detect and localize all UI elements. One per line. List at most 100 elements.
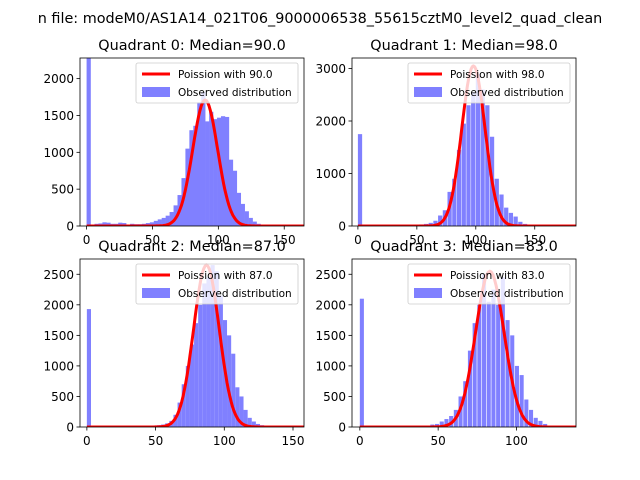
x-tick-label: 100: [505, 434, 528, 448]
x-tick-label: 100: [213, 434, 236, 448]
histogram-bar: [252, 221, 257, 226]
histogram-bar: [359, 298, 364, 427]
panel-title: Quadrant 3: Median=83.0: [370, 239, 558, 255]
histogram-bar: [463, 381, 468, 427]
histogram-bar: [486, 301, 491, 427]
legend-hist-label: Observed distribution: [178, 87, 292, 99]
y-tick-label: 0: [338, 220, 346, 234]
histogram-bar: [529, 409, 534, 427]
legend-box: [135, 62, 299, 104]
histogram-bar: [210, 265, 215, 427]
histogram-bars: [86, 58, 293, 226]
legend-hist-swatch: [414, 288, 442, 298]
histogram-bar: [165, 215, 170, 226]
histogram-bar: [508, 212, 514, 226]
histogram-bar: [439, 421, 444, 427]
histogram-bar: [209, 111, 214, 226]
legend-box: [407, 62, 571, 104]
legend-box: [135, 263, 299, 305]
panel-title: Quadrant 2: Median=87.0: [98, 239, 286, 255]
histogram-bar: [217, 117, 222, 226]
y-tick-label: 500: [51, 390, 74, 404]
histogram-bar: [149, 222, 155, 226]
histogram-bar: [500, 277, 505, 427]
legend-hist-swatch: [414, 87, 442, 97]
histogram-bar: [220, 116, 226, 226]
histogram-bar: [197, 102, 202, 226]
x-tick-label: 50: [145, 233, 160, 247]
histogram-bar: [444, 419, 449, 427]
histogram-bar: [214, 271, 219, 427]
histogram-bar: [496, 304, 501, 427]
histogram-bar: [206, 277, 211, 427]
x-tick-label: 0: [354, 233, 362, 247]
panel-title: Quadrant 1: Median=98.0: [370, 38, 558, 54]
axes-frame: [351, 258, 577, 428]
x-tick-label: 50: [431, 434, 446, 448]
figure-suptitle: n file: modeM0/AS1A14_021T06_9000006538_…: [38, 11, 603, 27]
histogram-bar: [194, 323, 199, 427]
y-tick-label: 1500: [315, 329, 346, 343]
y-tick-label: 1500: [43, 109, 74, 123]
histogram-bar: [181, 384, 186, 427]
x-tick-label: 150: [523, 233, 546, 247]
poisson-curve: [86, 263, 304, 427]
x-tick-label: 0: [83, 233, 91, 247]
y-tick-label: 500: [323, 390, 346, 404]
y-tick-label: 0: [66, 421, 74, 435]
histogram-bar: [244, 211, 249, 226]
legend-hist-swatch: [142, 288, 170, 298]
histogram-bar: [467, 350, 472, 427]
histogram-bar: [251, 421, 256, 427]
histogram-bar: [118, 222, 123, 226]
histogram-bar: [173, 414, 178, 427]
y-tick-label: 1000: [315, 359, 346, 373]
histogram-bar: [202, 283, 207, 427]
histogram-bar: [177, 402, 182, 427]
x-tick-label: 100: [464, 233, 487, 247]
legend-hist-label: Observed distribution: [450, 87, 564, 99]
x-tick-label: 50: [148, 434, 163, 448]
axes-frame: [79, 57, 305, 227]
x-tick-label: 150: [273, 233, 296, 247]
histogram-bar: [106, 222, 111, 226]
histogram-bar: [533, 417, 538, 427]
histogram-bar: [185, 148, 190, 226]
y-tick-label: 2000: [315, 115, 346, 129]
histogram-bar: [466, 105, 471, 226]
histogram-bar: [247, 417, 252, 427]
y-tick-label: 3000: [315, 62, 346, 76]
y-tick-label: 1000: [43, 146, 74, 160]
histogram-bar: [491, 289, 496, 427]
histogram-bar: [475, 73, 481, 226]
panel-title: Quadrant 0: Median=90.0: [98, 38, 286, 54]
histogram-bar: [161, 217, 166, 226]
axes-frame: [351, 57, 577, 227]
legend-curve-label: Poission with 98.0: [450, 69, 545, 81]
histogram-bar: [513, 216, 518, 226]
histogram-bar: [538, 420, 543, 427]
legend-curve-label: Poission with 83.0: [450, 270, 545, 282]
histogram-bar: [224, 116, 230, 226]
histogram-bar: [239, 396, 244, 427]
histogram-bar: [153, 220, 159, 226]
x-tick-label: 100: [207, 233, 230, 247]
histogram-bar: [157, 219, 162, 226]
histogram-bar: [102, 222, 107, 226]
axes-frame: [79, 258, 305, 428]
histogram-bar: [505, 320, 510, 427]
x-tick-label: 50: [409, 233, 424, 247]
histogram-bar: [232, 170, 238, 226]
histogram-bar: [524, 399, 529, 427]
y-tick-label: 2000: [43, 298, 74, 312]
y-tick-label: 1000: [43, 359, 74, 373]
legend: Poission with 83.0 Observed distribution: [407, 263, 571, 305]
legend-curve-label: Poission with 90.0: [178, 69, 273, 81]
legend-hist-label: Observed distribution: [178, 288, 292, 300]
histogram-bar: [357, 134, 363, 226]
histogram-bar: [185, 365, 190, 427]
histogram-bar: [169, 212, 174, 226]
